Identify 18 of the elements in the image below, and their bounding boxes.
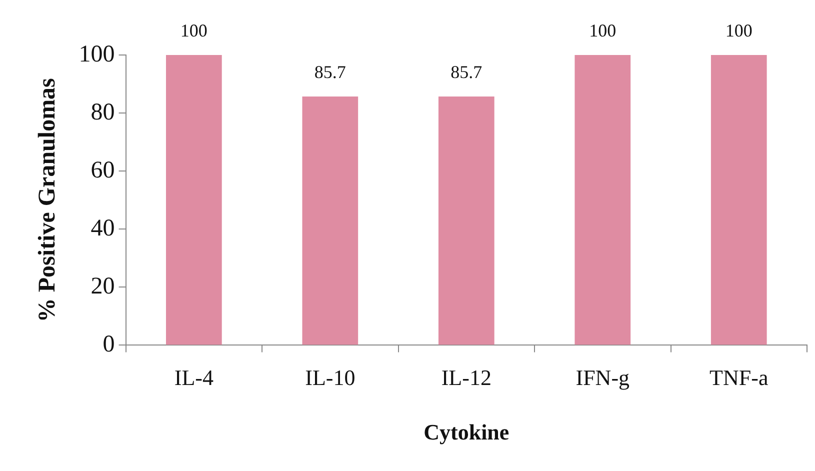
data-label: 85.7	[450, 62, 482, 82]
y-tick-label: 20	[90, 273, 115, 300]
x-tick-label: IL-12	[441, 365, 492, 390]
x-tick-label: IFN-g	[576, 365, 630, 390]
data-label: 100	[725, 20, 752, 41]
y-axis-title: % Positive Granulomas	[34, 78, 61, 322]
y-tick-label: 0	[102, 331, 115, 358]
x-tick-label: TNF-a	[710, 365, 768, 390]
y-tick-label: 40	[90, 215, 115, 242]
data-label: 100	[589, 20, 616, 41]
data-label: 85.7	[314, 62, 346, 82]
x-axis-title: Cytokine	[424, 419, 510, 444]
y-tick-label: 100	[78, 41, 115, 68]
y-tick-label: 60	[90, 157, 115, 184]
x-tick-label: IL-4	[174, 365, 214, 390]
x-tick-label: IL-10	[305, 365, 356, 390]
data-label: 100	[180, 20, 208, 41]
y-tick-label: 80	[90, 99, 115, 126]
